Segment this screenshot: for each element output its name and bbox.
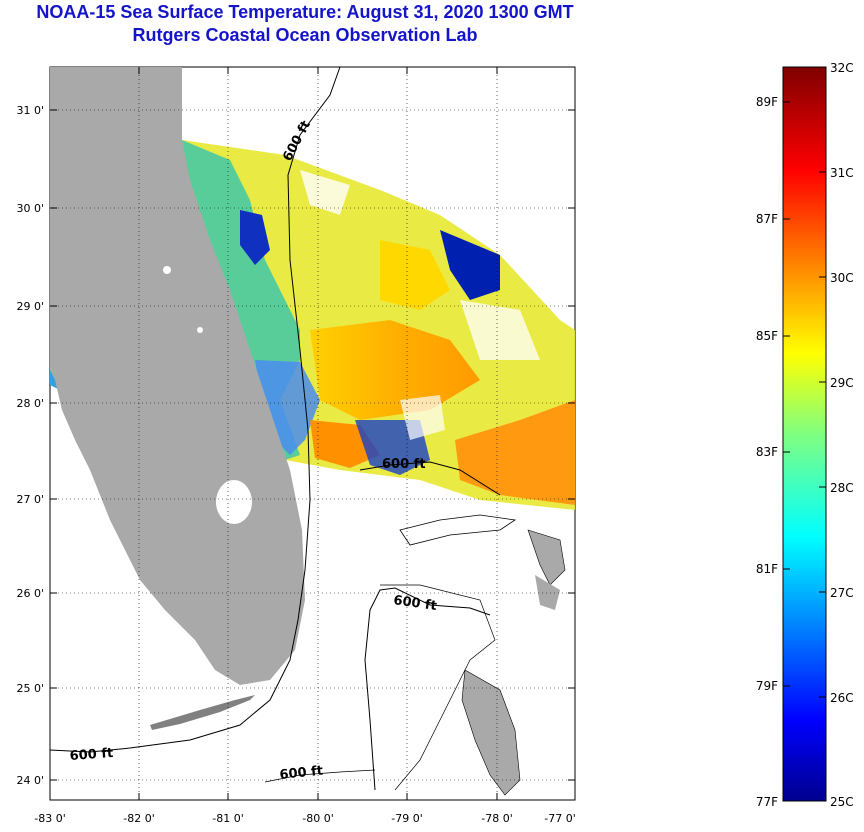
contour-label: 600 ft: [392, 593, 437, 614]
lon-label: -79 0': [391, 812, 423, 825]
lat-label: 28 0': [16, 397, 44, 410]
sst-cold-blob-1: [440, 230, 500, 300]
sst-warm-patch-4: [380, 240, 450, 310]
contour-label: 600 ft: [382, 457, 426, 472]
lat-label: 27 0': [16, 493, 44, 506]
colorbar-f-label: 83F: [756, 445, 778, 459]
isobath-600ft-straits: [359, 461, 501, 496]
contour-label: 600 ft: [279, 764, 324, 783]
colorbar-c-label: 25C: [830, 795, 854, 809]
isobath-600ft-east: [364, 587, 491, 791]
sst-warm-patch-3: [455, 400, 575, 505]
lon-label: -81 0': [212, 812, 244, 825]
colorbar-c-label: 27C: [830, 586, 854, 600]
sst-cloud-gap-2: [460, 300, 540, 360]
colorbar-c-label: 29C: [830, 376, 854, 390]
lon-label: -83 0': [34, 812, 66, 825]
lon-label: -80 0': [302, 812, 334, 825]
grand-bahama: [399, 514, 517, 546]
lat-label: 31 0': [16, 104, 44, 117]
lat-label: 29 0': [16, 300, 44, 313]
florida-land: [50, 67, 305, 685]
sst-warm-patch-1: [310, 320, 480, 420]
colorbar-c-label: 28C: [830, 481, 854, 495]
colorbar-f-label: 81F: [756, 562, 778, 576]
inland-lake: [163, 266, 171, 274]
florida-keys: [150, 695, 255, 730]
lat-label: 25 0': [16, 682, 44, 695]
sst-cold-blob-3: [240, 210, 270, 265]
colorbar-f-label: 77F: [756, 795, 778, 809]
colorbar-gradient: [782, 66, 827, 802]
bahama-bank-outline: [380, 584, 496, 791]
lat-label: 30 0': [16, 202, 44, 215]
lon-label: -78 0': [481, 812, 513, 825]
colorbar-c-label: 26C: [830, 691, 854, 705]
contour-label: 600 ft: [69, 746, 113, 764]
lon-label: -77 0': [544, 812, 576, 825]
lat-label: 24 0': [16, 774, 44, 787]
lake-okeechobee: [216, 480, 252, 524]
map-subtitle: Rutgers Coastal Ocean Observation Lab: [132, 25, 478, 45]
sst-cloud-gap-1: [300, 170, 350, 215]
colorbar-f-label: 79F: [756, 679, 778, 693]
isobath-600ft-west: [50, 67, 341, 753]
isobath-600ft-south: [264, 769, 376, 783]
map-ticks: [49, 67, 575, 800]
colorbar-c-label: 32C: [830, 61, 854, 75]
eleuthera-island: [535, 575, 560, 610]
abaco-island: [527, 529, 566, 586]
colorbar-c-label: 31C: [830, 166, 854, 180]
colorbar-c-label: 30C: [830, 271, 854, 285]
colorbar-f-label: 89F: [756, 95, 778, 109]
lat-label: 26 0': [16, 587, 44, 600]
colorbar-f-label: 87F: [756, 212, 778, 226]
lon-label: -82 0': [123, 812, 155, 825]
inland-lake: [197, 327, 203, 333]
sst-cloud-gap-3: [400, 395, 445, 440]
map-title: NOAA-15 Sea Surface Temperature: August …: [36, 2, 574, 22]
colorbar-f-label: 85F: [756, 329, 778, 343]
andros-island: [461, 669, 521, 796]
